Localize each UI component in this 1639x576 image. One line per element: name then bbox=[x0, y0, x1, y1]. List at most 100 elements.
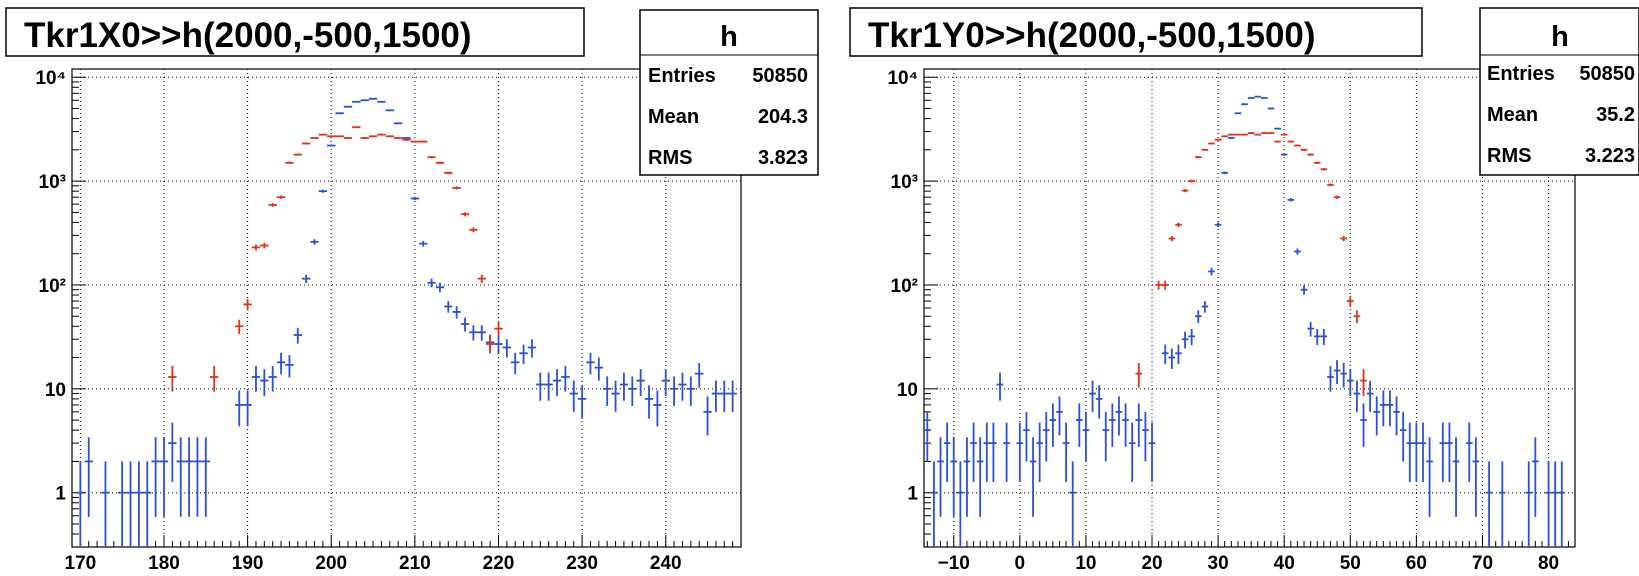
data-point bbox=[1287, 198, 1295, 202]
data-point bbox=[1214, 138, 1222, 141]
data-point bbox=[1300, 148, 1308, 151]
data-point bbox=[1446, 422, 1453, 482]
data-point bbox=[360, 99, 369, 102]
data-point bbox=[1426, 437, 1433, 517]
data-point bbox=[1201, 148, 1209, 151]
data-point bbox=[1551, 461, 1559, 547]
stats-value-entries: 50850 bbox=[1579, 63, 1635, 85]
data-point bbox=[477, 325, 486, 341]
data-point bbox=[1016, 422, 1024, 482]
y-tick-label: 1 bbox=[907, 484, 918, 505]
x-tick-label: 240 bbox=[650, 553, 682, 574]
data-point bbox=[318, 133, 328, 136]
data-point bbox=[1029, 437, 1037, 517]
data-point bbox=[1274, 140, 1281, 143]
data-point bbox=[1413, 422, 1420, 482]
data-point bbox=[435, 161, 445, 164]
data-point bbox=[1472, 437, 1480, 517]
histogram-title: Tkr1Y0>>h(2000,-500,1500) bbox=[868, 16, 1316, 55]
data-point bbox=[360, 137, 369, 139]
y-tick-label: 10² bbox=[39, 276, 66, 297]
data-point bbox=[1161, 344, 1169, 365]
data-point bbox=[251, 365, 261, 392]
data-point bbox=[76, 461, 85, 547]
data-point bbox=[243, 390, 252, 427]
data-point bbox=[444, 171, 453, 175]
data-point bbox=[193, 437, 202, 517]
data-point bbox=[1115, 396, 1123, 436]
data-point bbox=[1201, 301, 1209, 313]
data-point bbox=[452, 186, 461, 190]
data-point bbox=[393, 122, 403, 125]
data-point bbox=[335, 112, 344, 115]
stats-box: h Entries 50850 Mean 204.3 RMS 3.823 bbox=[639, 9, 819, 176]
data-point bbox=[1313, 161, 1321, 164]
x-tick-label: 20 bbox=[1141, 553, 1162, 574]
y-tick-label: 10 bbox=[45, 380, 66, 401]
data-point bbox=[143, 461, 152, 547]
data-point bbox=[1386, 390, 1394, 427]
data-point bbox=[1287, 140, 1295, 143]
data-point bbox=[636, 369, 645, 396]
y-tick-label: 10² bbox=[891, 276, 918, 297]
data-point bbox=[427, 278, 436, 288]
data-point bbox=[1353, 310, 1361, 324]
data-point bbox=[1188, 329, 1195, 346]
data-point bbox=[184, 437, 194, 517]
data-point bbox=[235, 319, 244, 335]
data-point bbox=[1532, 437, 1539, 517]
data-point bbox=[996, 372, 1004, 401]
data-point bbox=[678, 372, 687, 401]
data-point bbox=[1307, 321, 1314, 337]
histogram-panel-y: Tkr1Y0>>h(2000,-500,1500) −10 0 10 20 30 40 50… bbox=[849, 7, 1639, 574]
data-point bbox=[1135, 362, 1143, 388]
data-point bbox=[243, 299, 252, 311]
data-point bbox=[1109, 403, 1116, 447]
data-point bbox=[260, 369, 269, 396]
axis-ticks: −10 0 10 20 30 40 50 60 70 80 1 10 10² 10³ 10⁴ bbox=[887, 68, 1576, 574]
data-point bbox=[711, 380, 721, 412]
data-point bbox=[577, 385, 587, 419]
data-point bbox=[1307, 153, 1314, 156]
y-tick-label: 10⁴ bbox=[887, 68, 918, 89]
data-point bbox=[976, 437, 984, 517]
data-point bbox=[1122, 403, 1129, 447]
data-point bbox=[1360, 403, 1367, 447]
data-point bbox=[176, 437, 185, 517]
data-point bbox=[1267, 132, 1275, 134]
data-point bbox=[117, 461, 127, 547]
data-point bbox=[703, 396, 712, 436]
data-point bbox=[1452, 437, 1460, 517]
data-point bbox=[1294, 248, 1301, 255]
data-point bbox=[1036, 422, 1043, 482]
data-point bbox=[327, 144, 336, 147]
x-tick-label: 60 bbox=[1406, 553, 1427, 574]
data-point bbox=[419, 140, 428, 143]
data-point bbox=[410, 196, 420, 201]
data-series bbox=[76, 97, 737, 547]
data-point bbox=[1135, 403, 1143, 447]
data-point bbox=[720, 380, 729, 412]
data-point bbox=[963, 437, 971, 517]
data-point bbox=[1280, 153, 1288, 156]
data-point bbox=[126, 461, 135, 547]
data-point bbox=[410, 140, 420, 143]
title-box bbox=[849, 7, 1423, 57]
data-point bbox=[1545, 461, 1552, 547]
data-point bbox=[352, 126, 361, 129]
x-tick-label: 40 bbox=[1274, 553, 1295, 574]
data-point bbox=[151, 437, 160, 517]
data-point bbox=[1380, 390, 1387, 427]
data-point bbox=[251, 244, 261, 251]
data-point bbox=[1267, 107, 1275, 110]
data-point bbox=[1419, 422, 1427, 482]
data-point bbox=[260, 242, 269, 249]
data-point bbox=[1168, 348, 1176, 369]
data-point bbox=[1194, 156, 1202, 159]
stats-value-entries: 50850 bbox=[752, 65, 808, 87]
data-point bbox=[1148, 422, 1156, 482]
data-point bbox=[1254, 95, 1262, 98]
data-point bbox=[669, 376, 679, 406]
data-point bbox=[1406, 422, 1414, 482]
data-point bbox=[327, 135, 336, 138]
